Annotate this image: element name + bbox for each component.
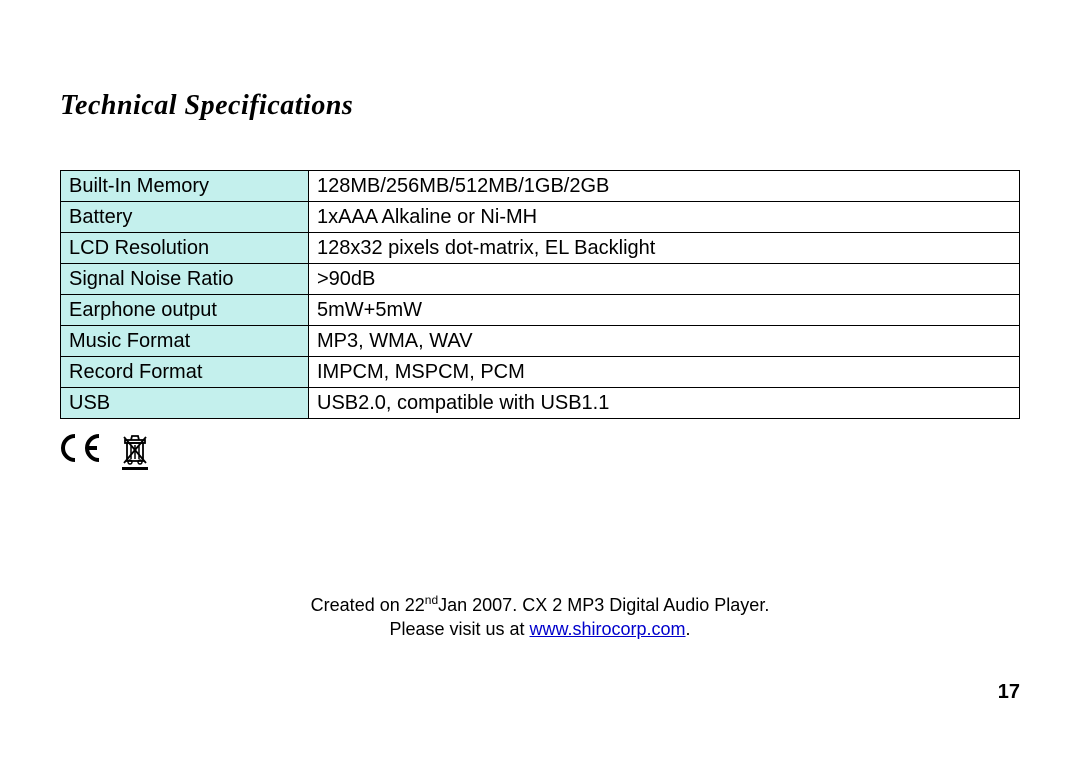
footer-visit-suffix: . [686,619,691,639]
page-footer: Created on 22ndJan 2007. CX 2 MP3 Digita… [0,588,1080,641]
spec-value: USB2.0, compatible with USB1.1 [309,388,1020,419]
page-heading: Technical Specifications [60,90,1020,122]
spec-label: Music Format [61,326,309,357]
spec-label: Battery [61,202,309,233]
certification-icons [60,433,1020,471]
footer-link[interactable]: www.shirocorp.com [530,619,686,639]
ce-mark-icon [60,433,104,471]
table-row: Record Format IMPCM, MSPCM, PCM [61,357,1020,388]
footer-ordinal: nd [425,593,438,607]
specifications-table: Built-In Memory 128MB/256MB/512MB/1GB/2G… [60,170,1020,419]
footer-created-suffix: Jan 2007. CX 2 MP3 Digital Audio Player. [438,595,769,615]
spec-label: Record Format [61,357,309,388]
spec-value: MP3, WMA, WAV [309,326,1020,357]
page-number: 17 [998,681,1020,704]
spec-label: Signal Noise Ratio [61,264,309,295]
weee-bar-icon [122,467,148,470]
footer-line-2: Please visit us at www.shirocorp.com. [0,617,1080,641]
spec-value: 128x32 pixels dot-matrix, EL Backlight [309,233,1020,264]
spec-label: USB [61,388,309,419]
table-row: Music Format MP3, WMA, WAV [61,326,1020,357]
footer-created-prefix: Created on 22 [311,595,425,615]
spec-value: 128MB/256MB/512MB/1GB/2GB [309,171,1020,202]
table-row: LCD Resolution 128x32 pixels dot-matrix,… [61,233,1020,264]
spec-value: IMPCM, MSPCM, PCM [309,357,1020,388]
document-page: Technical Specifications Built-In Memory… [0,0,1080,764]
table-row: USB USB2.0, compatible with USB1.1 [61,388,1020,419]
table-row: Earphone output 5mW+5mW [61,295,1020,326]
footer-line-1: Created on 22ndJan 2007. CX 2 MP3 Digita… [0,588,1080,617]
spec-label: Built-In Memory [61,171,309,202]
table-row: Signal Noise Ratio >90dB [61,264,1020,295]
spec-value: 1xAAA Alkaline or Ni-MH [309,202,1020,233]
footer-visit-prefix: Please visit us at [389,619,529,639]
spec-label: LCD Resolution [61,233,309,264]
table-row: Battery 1xAAA Alkaline or Ni-MH [61,202,1020,233]
spec-value: 5mW+5mW [309,295,1020,326]
spec-label: Earphone output [61,295,309,326]
weee-bin-icon [122,435,148,470]
spec-value: >90dB [309,264,1020,295]
specifications-tbody: Built-In Memory 128MB/256MB/512MB/1GB/2G… [61,171,1020,419]
table-row: Built-In Memory 128MB/256MB/512MB/1GB/2G… [61,171,1020,202]
